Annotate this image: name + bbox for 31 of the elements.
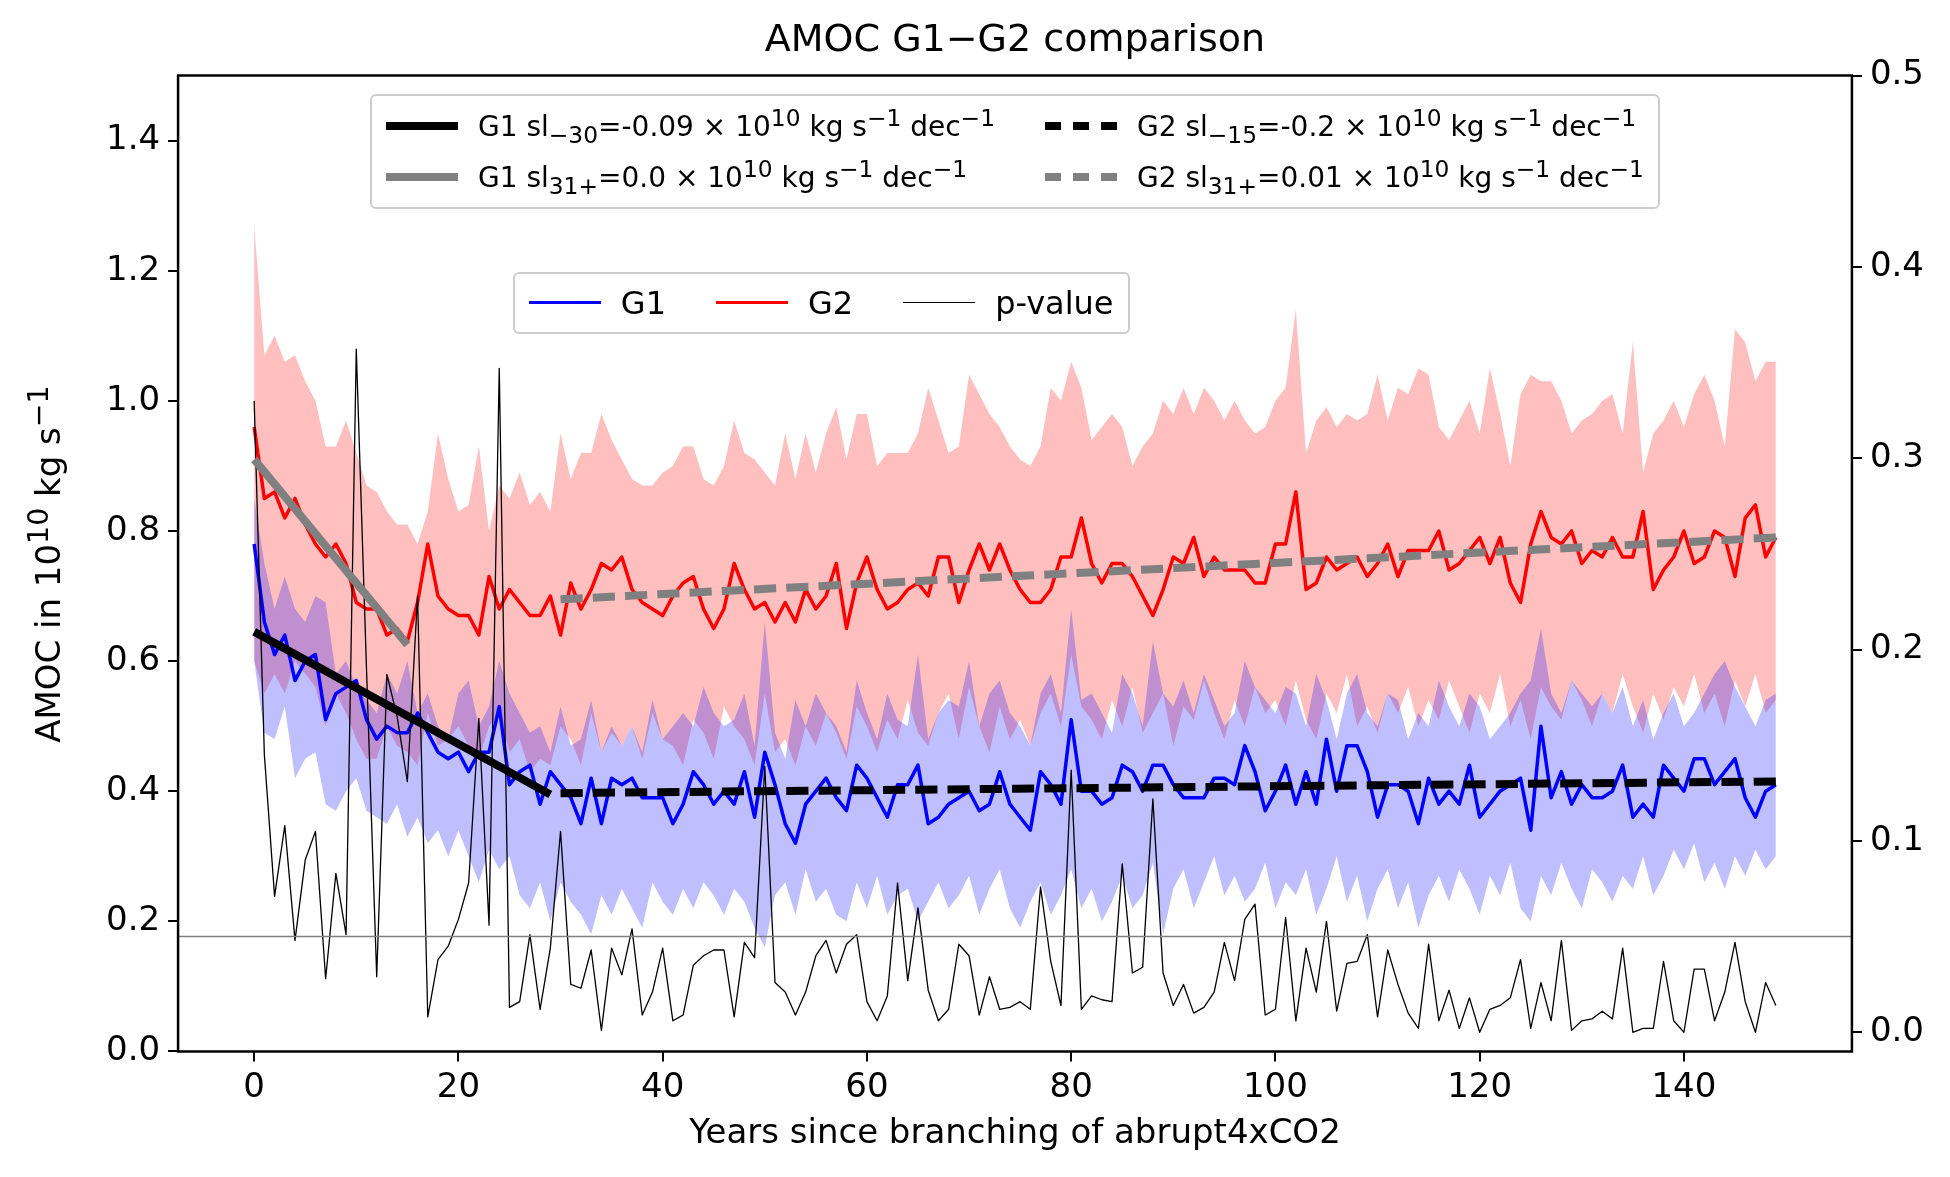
x-tick-label: 20 (436, 1064, 481, 1105)
chart-title: AMOC G1−G2 comparison (764, 15, 1266, 60)
legend-label: G1 sl$_{−30}$=-0.09 × 10$^{10}$ kg s$^{−1}$ dec$^{−1}$ (478, 103, 995, 149)
y-tick-label: 0.4 (105, 768, 161, 809)
legend-label: G2 sl$_{−15}$=-0.2 × 10$^{10}$ kg s$^{−1}$ dec$^{−1}$ (1136, 103, 1637, 149)
y-tick-label: 0.2 (105, 898, 161, 939)
y2-tick-label: 0.5 (1869, 52, 1925, 93)
y-tick-label: 0.8 (105, 507, 161, 548)
y2-tick-label: 0.4 (1869, 243, 1925, 284)
y2-tick-label: 0.3 (1869, 435, 1925, 476)
x-tick-label: 40 (641, 1064, 685, 1105)
x-tick-label: 100 (1242, 1064, 1308, 1105)
x-axis-title: Years since branching of abrupt4xCO2 (688, 1111, 1341, 1152)
x-tick-label: 140 (1651, 1064, 1717, 1105)
legend-label: G2 (807, 283, 854, 322)
y2-tick-label: 0.2 (1869, 626, 1925, 667)
legend-label: p-value (995, 283, 1114, 322)
legend-label: G1 sl$_{31+}$=0.0 × 10$^{10}$ kg s$^{−1}$ dec$^{−1}$ (478, 154, 968, 200)
y-tick-label: 1.4 (105, 117, 161, 158)
x-tick-label: 80 (1049, 1064, 1093, 1105)
legend-label: G1 (620, 283, 666, 322)
y-tick-label: 1.2 (105, 247, 161, 288)
y-tick-label: 1.0 (105, 377, 161, 418)
legend-label: G2 sl$_{31+}$=0.01 × 10$^{10}$ kg s$^{−1}$ dec$^{−1}$ (1136, 154, 1644, 200)
y2-tick-label: 0.1 (1869, 817, 1925, 858)
x-tick-label: 60 (845, 1064, 889, 1105)
y-tick-label: 0.0 (105, 1028, 161, 1069)
y-tick-label: 0.6 (105, 637, 161, 678)
x-tick-label: 0 (243, 1064, 265, 1105)
y2-tick-label: 0.0 (1869, 1009, 1925, 1050)
x-tick-label: 120 (1447, 1064, 1513, 1105)
